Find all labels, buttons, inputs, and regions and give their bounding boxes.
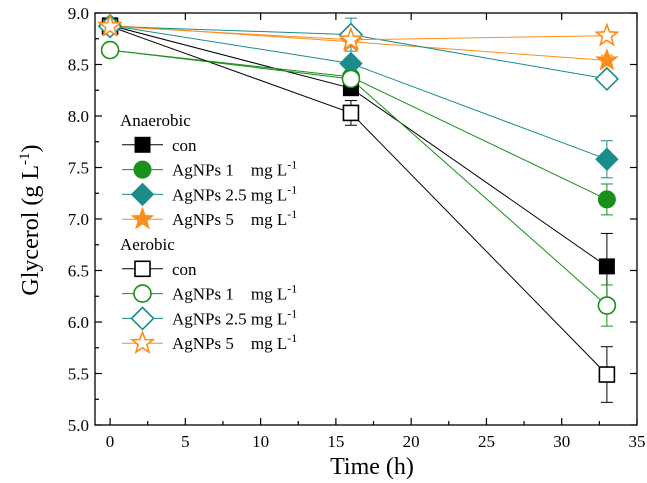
x-tick-label: 35	[629, 432, 646, 451]
data-point	[100, 40, 120, 60]
legend-label-superscript: -1	[287, 182, 297, 196]
y-axis-title-close-paren: )	[18, 144, 44, 152]
legend-label: con	[172, 136, 197, 155]
y-tick-label: 7.5	[68, 159, 89, 178]
x-tick-label: 20	[403, 432, 420, 451]
legend-label-text: AgNPs 2.5 mg L	[172, 309, 287, 328]
legend-label: AgNPs 5 mg L-1	[172, 331, 297, 353]
legend-label-superscript: -1	[287, 207, 297, 221]
y-axis-title: Glycerol (g L-1)	[17, 144, 44, 295]
y-tick-label: 8.0	[68, 107, 89, 126]
y-tick-label: 6.5	[68, 262, 89, 281]
x-tick-label: 5	[181, 432, 190, 451]
legend-label-superscript: -1	[287, 331, 297, 345]
data-point	[341, 69, 361, 89]
y-tick-label: 7.0	[68, 210, 89, 229]
legend-label-text: AgNPs 1 mg L	[172, 161, 287, 180]
y-tick-label: 5.5	[68, 365, 89, 384]
legend-label-superscript: -1	[287, 158, 297, 172]
y-axis-title-text: Glycerol (g L	[18, 165, 44, 296]
legend-marker	[134, 260, 151, 278]
y-tick-label: 9.0	[68, 4, 89, 23]
legend-label-text: AgNPs 2.5 mg L	[172, 185, 287, 204]
y-tick-label: 6.0	[68, 313, 89, 332]
legend-label: AgNPs 1 mg L-1	[172, 282, 297, 304]
legend-marker	[133, 284, 152, 303]
legend-label-text: AgNPs 5 mg L	[172, 210, 287, 229]
legend-marker	[129, 329, 156, 354]
y-tick-label: 8.5	[68, 56, 89, 75]
legend-label: AgNPs 2.5 mg L-1	[172, 306, 297, 328]
legend-label: AgNPs 2.5 mg L-1	[172, 182, 297, 204]
legend-label: con	[172, 260, 197, 279]
legend-marker	[130, 306, 155, 331]
legend-label: AgNPs 5 mg L-1	[172, 207, 297, 229]
legend-label-superscript: -1	[287, 306, 297, 320]
legend-label-text: AgNPs 5 mg L	[172, 334, 287, 353]
data-point	[597, 296, 617, 315]
x-axis-title: Time (h)	[330, 454, 414, 480]
data-point	[594, 22, 620, 47]
x-tick-label: 0	[106, 432, 115, 451]
legend-label-superscript: -1	[287, 282, 297, 296]
legend-label-text: AgNPs 1 mg L	[172, 285, 287, 304]
data-point	[598, 258, 615, 275]
data-point	[342, 104, 360, 122]
legend-label-text: con	[172, 260, 197, 279]
x-tick-label: 25	[478, 432, 495, 451]
legend-marker	[133, 160, 152, 179]
x-axis-ticks: 0 5 10 15 20 25 30 35	[106, 13, 646, 451]
x-tick-label: 10	[252, 432, 269, 451]
legend-marker	[134, 136, 151, 153]
legend-group-title: Anaerobic	[120, 111, 191, 130]
y-axis-ticks: 5.0 5.5 6.0 6.5 7.0 7.5 8.0 8.5 9.0	[68, 4, 637, 435]
legend-marker	[130, 206, 155, 230]
legend-label-text: con	[172, 136, 197, 155]
legend-label: AgNPs 1 mg L-1	[172, 158, 297, 180]
data-point	[598, 366, 616, 383]
data-markers	[97, 12, 620, 383]
data-point	[97, 13, 123, 38]
x-tick-label: 30	[553, 432, 570, 451]
data-point	[597, 190, 616, 209]
legend-marker	[130, 182, 155, 207]
x-tick-label: 15	[327, 432, 344, 451]
data-point	[595, 47, 619, 71]
legend-group-title: Aerobic	[120, 235, 175, 254]
y-tick-label: 5.0	[68, 416, 89, 435]
data-point	[594, 66, 620, 92]
y-axis-title-superscript: -1	[17, 152, 33, 165]
data-point	[595, 147, 619, 171]
data-point	[338, 26, 364, 51]
